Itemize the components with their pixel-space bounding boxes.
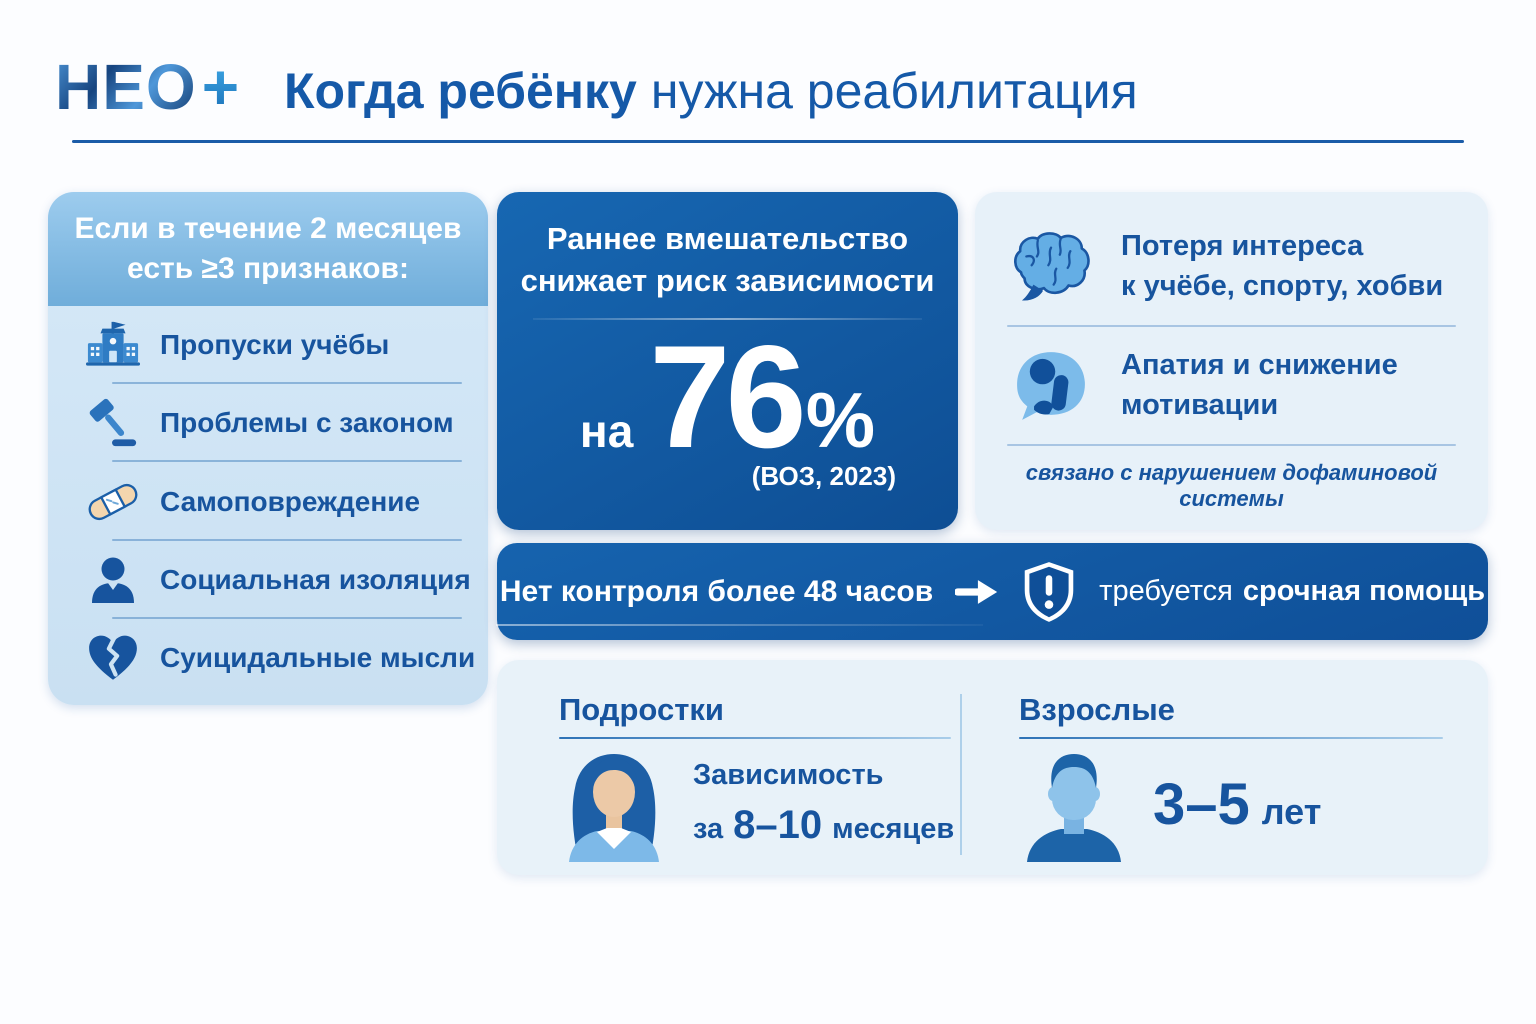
symptom-divider: [1007, 444, 1456, 446]
criteria-item-label: Суицидальные мысли: [160, 641, 476, 673]
stat-value: 76: [649, 314, 806, 478]
list-item: Апатия и снижение мотивации: [1007, 327, 1456, 444]
symptom-label-line1: Потеря интереса: [1121, 230, 1364, 263]
adults-body: 3–5 лет: [1019, 746, 1321, 862]
outcomes-panel: Подростки Зависимость за 8–10 месяцев: [497, 660, 1488, 875]
criteria-panel: Если в течение 2 месяцев есть ≥3 признак…: [48, 192, 488, 705]
stat-value-row: на 76 %: [497, 314, 958, 478]
teens-body: Зависимость за 8–10 месяцев: [559, 746, 954, 862]
alert-action-emphasis: срочная помощь: [1242, 575, 1486, 607]
broken-heart-icon: [86, 632, 140, 684]
stat-heading: Раннее вмешательство снижает риск зависи…: [497, 192, 958, 302]
criteria-heading-line1: Если в течение 2 месяцев: [74, 212, 462, 246]
outcomes-divider: [960, 694, 962, 855]
adults-section: Взрослые 3–5 лет: [1019, 660, 1443, 875]
criteria-heading-line2: есть ≥3 признаков:: [127, 252, 409, 285]
teens-section: Подростки Зависимость за 8–10 месяцев: [559, 660, 954, 875]
teens-value-suffix: месяцев: [832, 813, 955, 846]
person-icon: [86, 554, 140, 606]
alert-banner: Нет контроля более 48 часов требуется ср…: [495, 543, 1488, 640]
adults-underline: [1019, 737, 1443, 739]
brain-icon: [1007, 228, 1095, 306]
list-item: Суицидальные мысли: [48, 619, 488, 697]
list-item: Социальная изоляция: [48, 541, 488, 620]
teens-heading: Подростки: [559, 692, 724, 727]
criteria-panel-heading: Если в течение 2 месяцев есть ≥3 признак…: [48, 192, 488, 306]
alert-action-prefix: требуется: [1099, 575, 1233, 607]
bandage-icon: [86, 476, 140, 528]
list-item: Потеря интереса к учёбе, спорту, хобви: [1007, 208, 1456, 325]
criteria-item-label: Социальная изоляция: [160, 563, 471, 595]
adults-value: 3–5: [1153, 771, 1250, 837]
list-item: Пропуски учёбы: [48, 306, 488, 385]
brand-logo: НЕО +: [55, 50, 240, 124]
stat-divider: [533, 317, 922, 320]
brand-logo-text: НЕО: [55, 51, 197, 123]
symptom-divider: [1007, 325, 1456, 327]
header-rule: [72, 140, 1464, 143]
adults-heading: Взрослые: [1019, 692, 1175, 727]
symptoms-panel: Потеря интереса к учёбе, спорту, хобви А…: [975, 192, 1488, 530]
symptom-label: Апатия и снижение мотивации: [1121, 346, 1398, 424]
page-title-rest: нужна реабилитация: [650, 63, 1138, 119]
symptom-label-line2: мотивации: [1121, 388, 1279, 421]
adults-value-row: 3–5 лет: [1153, 771, 1321, 838]
shield-exclamation-icon: [1021, 560, 1077, 624]
page-title: Когда ребёнку нужна реабилитация: [284, 62, 1138, 120]
teens-value-prefix: за: [693, 813, 724, 846]
symptom-label-line2: к учёбе, спорту, хобви: [1121, 269, 1444, 302]
apathy-icon: [1007, 347, 1095, 425]
symptom-label: Потеря интереса к учёбе, спорту, хобви: [1121, 227, 1443, 305]
teens-text: Зависимость за 8–10 месяцев: [693, 754, 954, 854]
teens-value: 8–10: [733, 803, 823, 848]
stat-source: (ВОЗ, 2023): [751, 460, 896, 491]
criteria-list: Пропуски учёбы Проблемы с законом: [48, 306, 488, 697]
alert-action: требуется срочная помощь: [1099, 575, 1485, 608]
stat-unit: %: [805, 375, 876, 464]
list-item: Самоповреждение: [48, 462, 488, 541]
teens-underline: [559, 737, 951, 739]
stat-panel: Раннее вмешательство снижает риск зависи…: [497, 192, 958, 530]
teens-line1: Зависимость: [693, 758, 884, 791]
alert-condition: Нет контроля более 48 часов: [495, 574, 984, 626]
criteria-item-label: Пропуски учёбы: [160, 329, 390, 361]
school-icon: [86, 319, 140, 371]
criteria-item-label: Проблемы с законом: [160, 407, 454, 439]
list-item: Проблемы с законом: [48, 384, 488, 463]
adults-value-suffix: лет: [1261, 790, 1322, 832]
stat-heading-line2: снижает риск зависимости: [520, 262, 935, 298]
page-title-emphasis: Когда ребёнку: [284, 63, 637, 119]
adult-man-avatar: [1019, 746, 1129, 862]
teen-girl-avatar: [559, 746, 669, 862]
criteria-item-label: Самоповреждение: [160, 485, 421, 517]
symptoms-footnote: связано с нарушением дофаминовой системы: [1025, 460, 1438, 511]
gavel-icon: [86, 397, 140, 449]
symptom-label-line1: Апатия и снижение: [1121, 349, 1398, 382]
stat-prefix: на: [579, 404, 634, 457]
teens-value-row: за 8–10 месяцев: [693, 796, 954, 854]
brand-logo-plus: +: [201, 51, 241, 123]
arrow-right-icon: [955, 577, 999, 607]
stat-heading-line1: Раннее вмешательство: [546, 221, 909, 256]
